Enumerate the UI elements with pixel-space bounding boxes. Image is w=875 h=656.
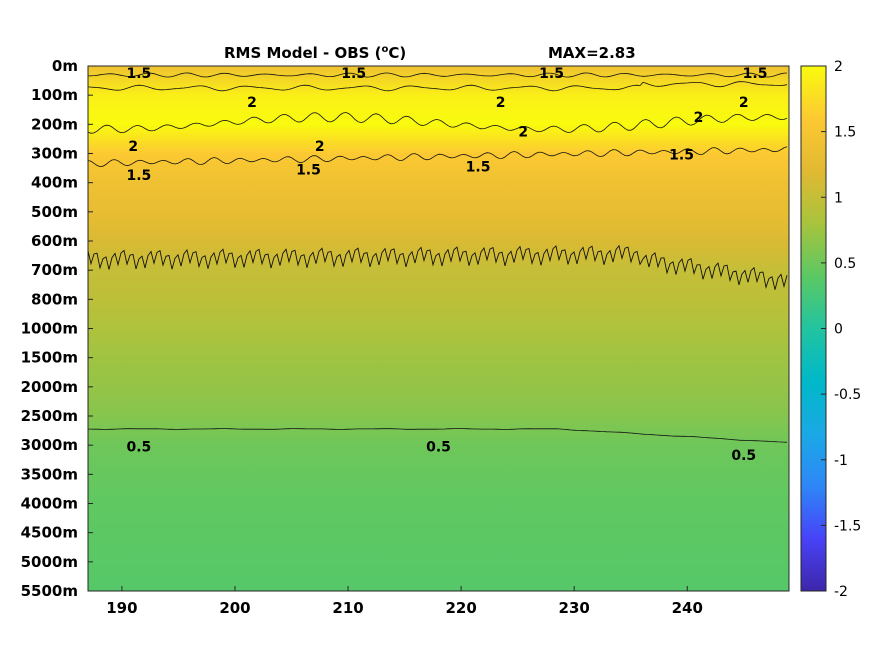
longitude-tick-label: 220 (445, 599, 476, 617)
depth-tick-label: 100m (31, 86, 78, 104)
contour-label: 0.5 (126, 439, 151, 455)
contour-label: 1.5 (466, 159, 491, 175)
depth-tick-label: 0m (52, 57, 78, 75)
contour-label: 1.5 (126, 168, 151, 184)
depth-tick-label: 4000m (21, 495, 78, 513)
title-superscript: o (382, 44, 389, 55)
depth-tick-label: 300m (31, 145, 78, 163)
longitude-tick-label: 210 (332, 599, 363, 617)
longitude-tick-label: 230 (559, 599, 590, 617)
depth-tick-label: 700m (31, 261, 78, 279)
depth-tick-label: 400m (31, 174, 78, 192)
depth-tick-label: 2500m (21, 407, 78, 425)
chart-title: RMS Model - OBS (oC) (224, 44, 406, 62)
contour-layer (88, 72, 788, 443)
colorbar-tick-label: -1.5 (834, 518, 861, 534)
colorbar-tick-label: 0.5 (834, 256, 856, 272)
contour-1.5-lower (88, 146, 788, 168)
colorbar-tick-label: -0.5 (834, 387, 861, 403)
depth-axis: 0m 100m 200m 300m 400m 500m 600m 700m 800m 1000m 1… (21, 57, 93, 600)
contour-label: 1.5 (539, 66, 564, 82)
longitude-tick-label: 240 (672, 599, 703, 617)
contour-label: 1.5 (296, 162, 321, 178)
colorbar-tick-label: -2 (834, 584, 848, 600)
longitude-tick-label: 190 (106, 599, 137, 617)
depth-tick-label: 800m (31, 290, 78, 308)
contour-1.5-upper (88, 72, 788, 78)
depth-tick-label: 1000m (21, 320, 78, 338)
depth-tick-label: 3500m (21, 465, 78, 483)
colorbar-tick-label: 1 (834, 190, 843, 206)
colorbar-ticks: 2 1.5 1 0.5 0 -0.5 -1 -1.5 -2 (821, 59, 861, 600)
contour-label: 0.5 (426, 439, 451, 455)
contour-label: 2 (128, 139, 138, 155)
contour-label: 1.5 (126, 66, 151, 82)
longitude-axis: 190 200 210 220 230 240 (106, 586, 703, 617)
contour-label: 2 (739, 95, 749, 111)
max-value-label: MAX=2.83 (548, 44, 636, 62)
colorbar-tick-label: 2 (834, 59, 843, 75)
rms-field (88, 66, 789, 591)
contour-label: 0.5 (731, 448, 756, 464)
contour-label: 2 (496, 95, 506, 111)
depth-tick-label: 200m (31, 115, 78, 133)
depth-tick-label: 5000m (21, 553, 78, 571)
contour-0.5 (88, 428, 788, 443)
longitude-tick-label: 200 (219, 599, 250, 617)
contour-label: 2 (315, 139, 325, 155)
colorbar-tick-label: 1.5 (834, 125, 856, 141)
contour-label: 1.5 (669, 148, 694, 164)
depth-tick-label: 5500m (21, 582, 78, 600)
depth-tick-label: 2000m (21, 378, 78, 396)
depth-tick-label: 500m (31, 203, 78, 221)
contour-1-zigzag (88, 244, 788, 290)
depth-tick-label: 600m (31, 232, 78, 250)
depth-tick-label: 1500m (21, 349, 78, 367)
contour-label: 2 (694, 110, 704, 126)
contour-2-lower (88, 112, 788, 134)
colorbar: 2 1.5 1 0.5 0 -0.5 -1 -1.5 -2 (800, 59, 861, 600)
contour-label: 1.5 (743, 66, 768, 82)
colorbar-tick-label: -1 (834, 453, 848, 469)
colorbar-tick-label: 0 (834, 322, 843, 338)
contour-label: 2 (518, 124, 528, 140)
contour-label: 2 (247, 95, 257, 111)
depth-tick-label: 3000m (21, 436, 78, 454)
contour-2-upper (88, 81, 788, 92)
depth-tick-label: 4500m (21, 524, 78, 542)
contour-label: 1.5 (341, 66, 366, 82)
